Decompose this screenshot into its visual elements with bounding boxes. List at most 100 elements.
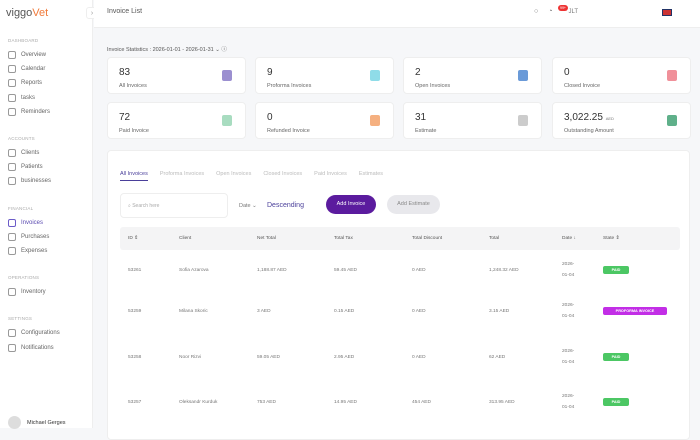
stat-card[interactable]: 0 Closed Invoice	[552, 57, 691, 94]
column-header[interactable]: State ⇕	[603, 236, 620, 241]
sidebar-item-notifications[interactable]: Notifications	[8, 343, 54, 352]
stat-card[interactable]: 72 Paid Invoice	[107, 102, 246, 139]
cell-disc: 0 AED	[412, 355, 426, 360]
table-row[interactable]: 53259 Milana Skoric 3 AED 0.15 AED 0 AED 3.15…	[120, 292, 680, 332]
cell-id: 53259	[128, 309, 142, 314]
cell-id: 53257	[128, 400, 142, 405]
sort-field-select[interactable]: Date ⌄	[239, 203, 257, 209]
tab-all-invoices[interactable]: All Invoices	[120, 171, 148, 181]
cell-total: 3.15 AED	[489, 309, 510, 314]
sidebar-item-expenses[interactable]: Expenses	[8, 247, 47, 255]
building-icon	[8, 177, 16, 186]
column-header[interactable]: Total Tax	[334, 236, 353, 241]
user-name: Michael Gerges	[27, 419, 66, 426]
tab-estimates[interactable]: Estimates	[358, 171, 384, 177]
column-header[interactable]: Net Total	[257, 236, 276, 241]
cell-id: 53258	[128, 355, 142, 360]
sidebar-item-invoices[interactable]: Invoices	[8, 218, 43, 227]
stat-card[interactable]: 83 All Invoices	[107, 57, 246, 94]
column-header[interactable]: ID ⇕	[128, 236, 139, 241]
bell-icon[interactable]: ◔	[548, 8, 553, 15]
invoice-panel: All Invoices Proforma Invoices Open Invoic…	[107, 150, 690, 440]
cell-date: 01-04	[562, 405, 575, 410]
cell-tax: 14.95 AED	[334, 400, 357, 405]
column-header[interactable]: Total Discount	[412, 236, 443, 241]
add-estimate-button[interactable]: Add Estimate	[387, 195, 440, 214]
sidebar-item-configurations[interactable]: Configurations	[8, 329, 60, 338]
page-title: Invoice List	[107, 8, 143, 15]
stat-card[interactable]: 3,022.25 AED Outstanding Amount	[552, 102, 691, 139]
search-icon[interactable]: ○	[534, 8, 539, 15]
stat-card[interactable]: 2 Open Invoices	[403, 57, 542, 94]
sidebar-item-reminders[interactable]: Reminders	[8, 107, 50, 116]
tab-paid-invoices[interactable]: Paid Invoices	[314, 171, 347, 177]
sidebar-item-patients[interactable]: Patients	[8, 163, 43, 172]
column-header[interactable]: Date ↓	[562, 236, 576, 241]
tab-proforma-invoices[interactable]: Proforma Invoices	[159, 171, 205, 177]
tab-closed-invoices[interactable]: Closed Invoices	[263, 171, 303, 177]
sidebar-item-inventory[interactable]: Inventory	[8, 288, 46, 297]
box-icon	[8, 288, 16, 297]
cell-date: 2026-	[562, 262, 575, 267]
home-icon	[8, 51, 16, 59]
cell-disc: 454 AED	[412, 400, 431, 405]
sidebar-item-clients[interactable]: Clients	[8, 149, 39, 157]
sidebar-item-tasks[interactable]: tasks	[8, 93, 35, 102]
uk-flag-icon[interactable]	[662, 9, 672, 16]
cell-tax: 59.45 AED	[334, 268, 357, 273]
expense-icon	[8, 247, 16, 255]
sidebar-section-title: ACCOUNTS	[8, 136, 35, 141]
cell-date: 2026-	[562, 394, 575, 399]
users-icon	[8, 149, 16, 157]
stat-card[interactable]: 31 Estimate	[403, 102, 542, 139]
stat-icon	[667, 115, 677, 126]
table-row[interactable]: 53258 Noor Rizvi 59.05 AED 2.95 AED 0 AED 62 …	[120, 338, 680, 378]
cell-client: Milana Skoric	[179, 309, 208, 314]
cell-date: 01-04	[562, 360, 575, 365]
add-invoice-button[interactable]: Add Invoice	[326, 195, 376, 214]
column-header[interactable]: Client	[179, 236, 192, 241]
stats-range[interactable]: Invoice Statistics : 2026-01-01 - 2026-0…	[107, 47, 227, 53]
cell-net: 753 AED	[257, 400, 276, 405]
sidebar: viggoVet DASHBOARD Overview Calendar Report…	[0, 0, 93, 429]
gear-icon	[8, 329, 16, 338]
cell-disc: 0 AED	[412, 268, 426, 273]
chart-icon	[8, 79, 16, 88]
cell-client: Noor Rizvi	[179, 355, 202, 360]
cell-tax: 2.95 AED	[334, 355, 355, 360]
sidebar-section-title: FINANCIAL	[8, 205, 34, 211]
table-row[interactable]: 53261 Sofia Azarova 1,188.87 AED 59.45 AED 0…	[120, 251, 680, 291]
sidebar-item-purchases[interactable]: Purchases	[8, 232, 49, 241]
search-input[interactable]: ⌕ Search here	[120, 193, 228, 218]
cell-total: 62 AED	[489, 355, 506, 360]
org-name[interactable]: JLT	[568, 8, 579, 15]
sidebar-section-title: DASHBOARD	[8, 38, 39, 43]
avatar	[8, 416, 21, 429]
invoice-icon	[8, 218, 16, 227]
sidebar-item-businesses[interactable]: businesses	[8, 177, 51, 186]
tab-open-invoices[interactable]: Open Invoices	[216, 171, 252, 177]
sidebar-item-calendar[interactable]: Calendar	[8, 65, 45, 74]
column-header[interactable]: Total	[489, 236, 500, 241]
calendar-icon	[8, 65, 16, 74]
sidebar-section-title: OPERATIONS	[8, 275, 40, 281]
cell-disc: 0 AED	[412, 309, 426, 314]
table-row[interactable]: 53257 Oleksandr Kurduk 753 AED 14.95 AED 454…	[120, 383, 680, 423]
cell-client: Sofia Azarova	[179, 268, 209, 273]
cell-tax: 0.15 AED	[334, 309, 355, 314]
cell-total: 313.95 AED	[489, 400, 515, 405]
cell-total: 1,248.32 AED	[489, 268, 519, 273]
cell-net: 1,188.87 AED	[257, 268, 287, 273]
paw-icon	[8, 163, 16, 172]
bell-icon	[8, 343, 16, 352]
cell-net: 3 AED	[257, 309, 271, 314]
sort-direction-toggle[interactable]: Descending	[267, 202, 304, 209]
user-profile[interactable]: Michael Gerges	[8, 416, 66, 429]
stat-card[interactable]: 9 Proforma Invoices	[255, 57, 394, 94]
stat-card[interactable]: 0 Refunded Invoice	[255, 102, 394, 139]
sidebar-item-overview[interactable]: Overview	[8, 51, 46, 59]
sidebar-item-reports[interactable]: Reports	[8, 79, 42, 88]
stat-icon	[222, 70, 232, 81]
reminder-icon	[8, 107, 16, 116]
cell-id: 53261	[128, 268, 142, 273]
